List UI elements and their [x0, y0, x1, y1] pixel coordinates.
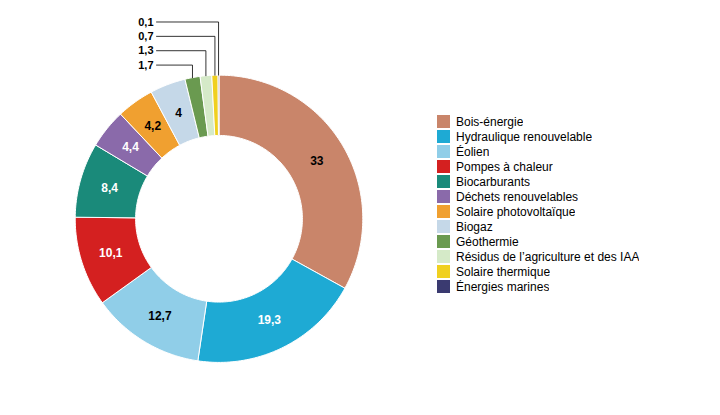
html-text:Énergies marines: Énergies marines — [456, 279, 550, 294]
svg-text:4,2: 4,2 — [144, 119, 161, 133]
html-text:Bois-énergie: Bois-énergie — [456, 114, 524, 129]
svg-text:8,4: 8,4 — [101, 181, 118, 195]
svg-text:12,7: 12,7 — [148, 309, 172, 323]
svg-text:4: 4 — [175, 106, 182, 120]
svg-text:1,3: 1,3 — [138, 44, 153, 56]
svg-text:33: 33 — [310, 154, 324, 168]
svg-text:1,7: 1,7 — [138, 59, 153, 71]
svg-text:4,4: 4,4 — [122, 140, 139, 154]
html-text:Biocarburants: Biocarburants — [456, 174, 530, 189]
html-text:Solaire thermique: Solaire thermique — [456, 264, 551, 279]
html-text:Éolien: Éolien — [456, 144, 490, 159]
svg-text:19,3: 19,3 — [258, 313, 282, 327]
html-text:Biogaz: Biogaz — [456, 219, 493, 234]
svg-text:10,1: 10,1 — [99, 246, 123, 260]
html-text:Hydraulique renouvelable: Hydraulique renouvelable — [456, 129, 593, 144]
svg-text:0,7: 0,7 — [138, 30, 153, 42]
html-text:Déchets renouvelables: Déchets renouvelables — [456, 189, 579, 204]
svg-text:0,1: 0,1 — [138, 16, 153, 28]
html-text:Géothermie: Géothermie — [456, 234, 519, 249]
html-text:Pompes à chaleur: Pompes à chaleur — [456, 159, 553, 174]
html-text:Solaire photovoltaïque: Solaire photovoltaïque — [456, 204, 576, 219]
html-text:Résidus de l’agriculture et de: Résidus de l’agriculture et des IAA — [456, 249, 640, 264]
